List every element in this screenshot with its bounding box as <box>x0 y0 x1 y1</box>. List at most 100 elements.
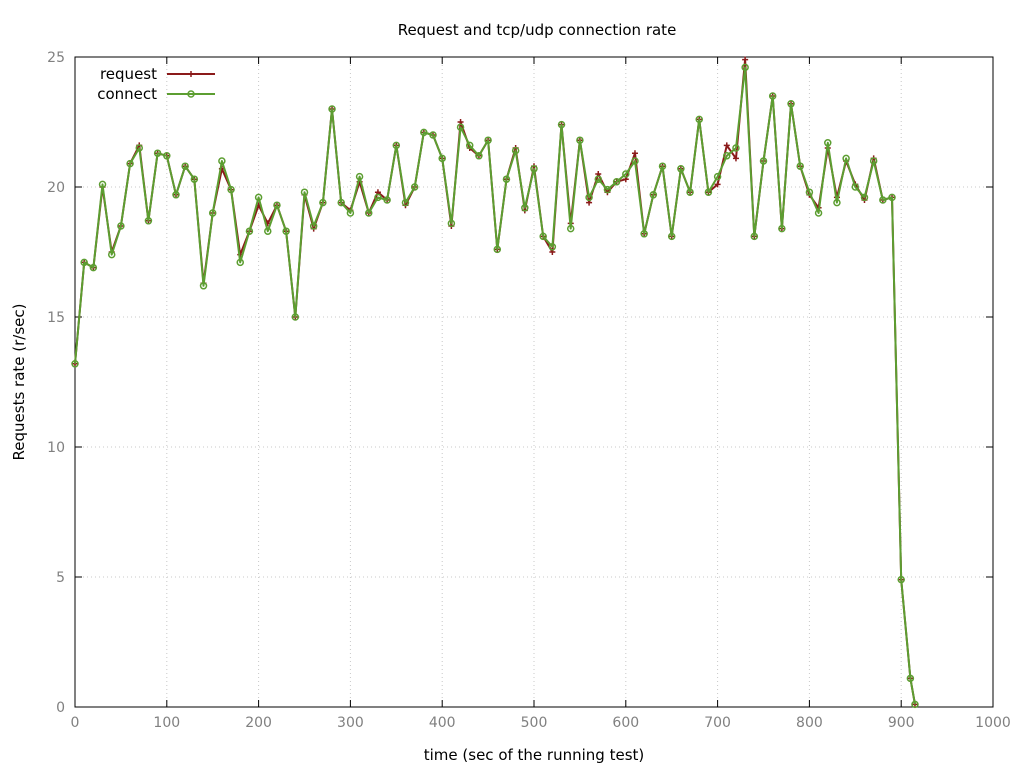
connect-point <box>594 175 603 183</box>
x-tick-label: 700 <box>704 715 731 731</box>
connect-point <box>365 209 373 217</box>
x-axis-title: time (sec of the running test) <box>424 746 645 764</box>
connect-point <box>392 141 401 150</box>
connect-point <box>465 141 474 150</box>
request-point <box>714 181 721 188</box>
axis-ticks: 0 100 200 300 400 500 600 700 800 900 1000 0 5 10 15 20… <box>47 50 1011 731</box>
connect-point <box>906 674 915 683</box>
connect-point <box>493 245 502 254</box>
connect-point <box>521 204 529 212</box>
y-tick-label: 10 <box>47 440 65 456</box>
connect-point <box>291 313 300 321</box>
connect-point <box>309 222 318 230</box>
connect-point <box>429 131 437 139</box>
connect-point <box>879 196 887 204</box>
request-point <box>732 155 739 162</box>
connect-point <box>410 183 419 191</box>
connect-point <box>612 178 621 186</box>
connect-point <box>438 154 446 163</box>
connect-point <box>71 360 79 368</box>
request-line <box>74 58 916 705</box>
connect-point <box>282 227 290 235</box>
connect-point <box>254 193 263 202</box>
x-tick-label: 0 <box>71 715 80 731</box>
connect-point <box>778 224 786 233</box>
connect-point <box>456 123 465 131</box>
connect-point <box>264 227 272 235</box>
request-point <box>742 56 749 63</box>
request-point <box>723 142 730 149</box>
connect-point <box>208 209 217 217</box>
connect-point <box>768 92 777 100</box>
request-point <box>631 150 638 157</box>
connect-point <box>107 250 116 259</box>
connect-point <box>374 193 382 202</box>
connect-point <box>190 175 199 183</box>
connect-point <box>475 152 483 160</box>
chart-title: Request and tcp/udp connection rate <box>398 21 677 39</box>
y-tick-label: 15 <box>47 310 65 326</box>
series-connect <box>71 63 919 709</box>
connect-point <box>502 175 511 183</box>
connect-point <box>796 162 804 170</box>
connect-point <box>631 157 639 165</box>
connect-point <box>695 115 703 124</box>
connect-point <box>869 157 878 165</box>
connect-point <box>548 243 557 251</box>
connect-point <box>236 258 244 267</box>
connect-point <box>126 159 134 168</box>
connect-point <box>842 154 850 163</box>
connect-point <box>218 157 226 165</box>
connect-point <box>750 232 759 241</box>
connect-point <box>328 105 336 113</box>
connect-point <box>346 209 355 217</box>
connect-point <box>135 144 144 152</box>
x-tick-label: 900 <box>888 715 915 731</box>
connect-point <box>420 128 428 137</box>
connect-point <box>539 232 547 241</box>
connect-point <box>640 230 648 238</box>
connect-point <box>603 185 612 194</box>
connect-point <box>227 185 235 194</box>
connect-point <box>566 224 575 233</box>
connect-point <box>273 201 281 209</box>
connect-point <box>98 180 107 189</box>
connect-point <box>805 188 814 196</box>
connect-point <box>300 188 309 196</box>
connect-point <box>897 575 905 584</box>
connect-point <box>759 157 768 165</box>
connect-point <box>667 232 676 241</box>
legend-label-request: request <box>100 65 157 83</box>
x-tick-label: 400 <box>429 715 456 731</box>
connect-point <box>723 152 731 160</box>
y-tick-label: 5 <box>56 570 65 586</box>
y-tick-label: 20 <box>47 180 65 196</box>
connect-point <box>117 222 125 230</box>
x-tick-label: 800 <box>796 715 823 731</box>
connect-point <box>658 162 667 170</box>
connect-point <box>622 170 630 178</box>
x-tick-label: 200 <box>245 715 272 731</box>
connect-point <box>833 198 841 207</box>
x-tick-label: 500 <box>521 715 548 731</box>
connect-point <box>144 217 153 225</box>
legend: request connect <box>97 65 215 103</box>
connect-point <box>383 196 391 204</box>
connect-point <box>484 136 492 144</box>
connect-point <box>732 144 740 152</box>
legend-label-connect: connect <box>97 85 157 103</box>
x-tick-label: 600 <box>612 715 639 731</box>
connect-point <box>245 227 254 235</box>
connect-point <box>860 193 869 202</box>
y-tick-label: 25 <box>47 50 65 66</box>
connect-point <box>181 162 189 170</box>
series-request <box>72 56 918 708</box>
connect-point <box>153 149 162 157</box>
series-layer <box>71 56 919 709</box>
connect-point <box>89 263 98 272</box>
connect-point <box>713 172 722 181</box>
connect-point <box>337 198 345 207</box>
legend-marker-request <box>188 71 194 77</box>
connect-point <box>686 188 694 196</box>
